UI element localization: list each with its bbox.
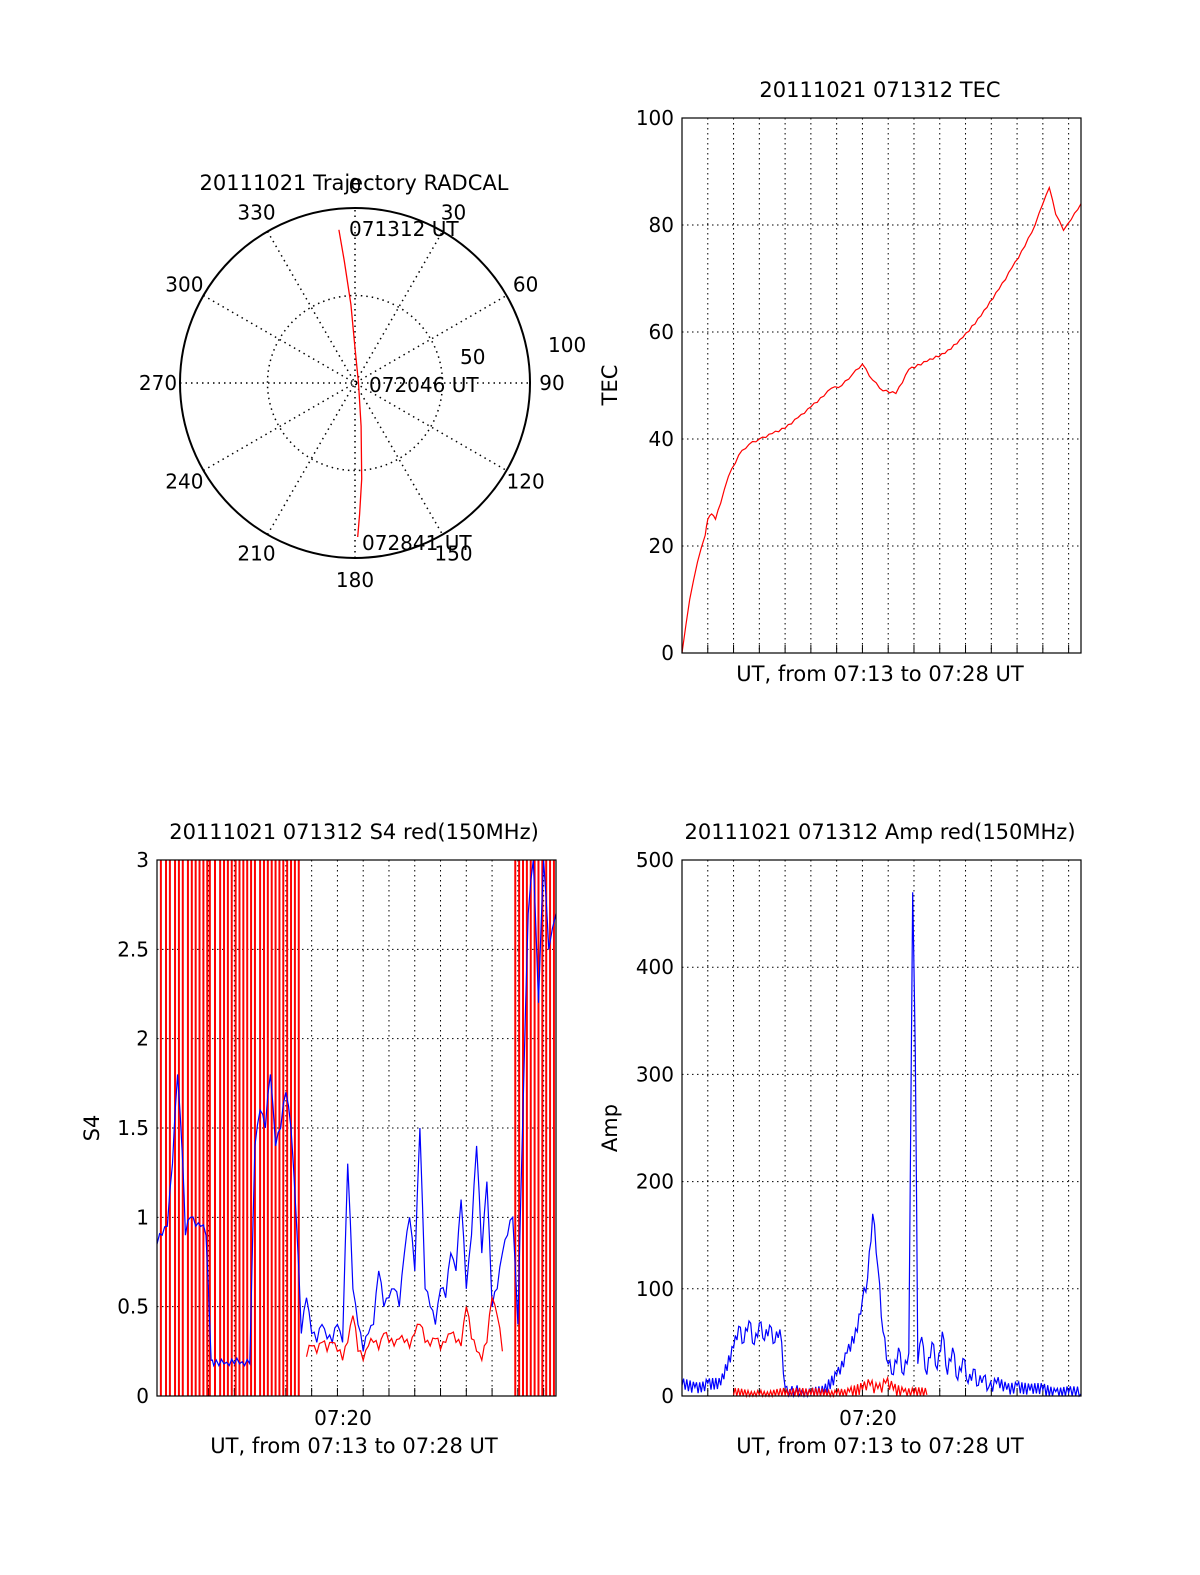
y-tick-label: 300	[636, 1062, 674, 1086]
polar-angle-label-60: 60	[513, 273, 538, 297]
s4-y-axis-label: S4	[80, 1115, 104, 1142]
polar-angle-labels: 0 30 60 90 120 150 180 210 240 270 300 330	[139, 174, 565, 592]
amp-y-ticks: 0 100 200 300 400 500	[636, 848, 674, 1408]
polar-outer-circle	[179, 207, 531, 559]
polar-angle-label-120: 120	[507, 470, 545, 494]
y-tick-label: 500	[636, 848, 674, 872]
y-tick-label: 100	[636, 106, 674, 130]
tec-plot-frame	[681, 117, 1082, 654]
amp-plot-frame	[681, 859, 1082, 1397]
tec-y-ticks: 0 20 40 60 80 100	[636, 106, 674, 665]
y-tick-label: 40	[649, 427, 674, 451]
y-tick-label: 400	[636, 955, 674, 979]
annotation-end-time: 072841 UT	[362, 531, 472, 555]
series-line-1	[305, 1295, 503, 1363]
y-tick-label: 60	[649, 320, 674, 344]
y-tick-label: 20	[649, 534, 674, 558]
series-line-0	[681, 185, 1082, 654]
polar-trajectory-chart: 20111021 Trajectory RADCAL 0 30 60 90 120 150…	[139, 171, 586, 592]
y-tick-label: 2	[136, 1027, 149, 1051]
amp-title: 20111021 071312 Amp red(150MHz)	[684, 820, 1075, 844]
series-line-0	[681, 892, 1082, 1399]
amp-series	[681, 892, 1082, 1399]
s4-x-tick-label: 07:20	[314, 1406, 372, 1430]
polar-angle-label-0: 0	[349, 174, 362, 198]
s4-plot-frame	[156, 859, 557, 1397]
polar-angle-label-300: 300	[165, 273, 203, 297]
polar-spoke-30	[266, 231, 444, 535]
y-tick-label: 200	[636, 1170, 674, 1194]
annotation-start-time: 071312 UT	[349, 217, 459, 241]
tec-y-axis-label: TEC	[598, 365, 622, 407]
polar-angle-label-30: 30	[441, 200, 466, 224]
polar-angle-label-270: 270	[139, 371, 177, 395]
polar-grid	[180, 208, 530, 558]
polar-angle-label-150: 150	[434, 542, 472, 566]
polar-spoke-60	[203, 294, 507, 472]
tec-title: 20111021 071312 TEC	[759, 78, 1000, 102]
y-tick-label: 1	[136, 1205, 149, 1229]
s4-y-ticks: 0 0.5 1 1.5 2 2.5 3	[117, 848, 149, 1408]
y-tick-label: 0	[136, 1384, 149, 1408]
polar-spoke-150	[266, 231, 444, 535]
tec-chart: 20111021 071312 TEC 0 20 40 60 80 100 UT, fro…	[598, 78, 1082, 686]
s4-title: 20111021 071312 S4 red(150MHz)	[169, 820, 539, 844]
polar-spoke-120	[203, 294, 507, 472]
amp-x-tick-label: 07:20	[839, 1406, 897, 1430]
polar-angle-label-330: 330	[237, 200, 275, 224]
polar-title: 20111021 Trajectory RADCAL	[200, 171, 509, 195]
series-line-0	[156, 859, 557, 1368]
amp-x-axis-label: UT, from 07:13 to 07:28 UT	[736, 1434, 1024, 1458]
y-tick-label: 1.5	[117, 1116, 149, 1140]
trajectory-line	[338, 229, 363, 538]
polar-radius-label-50: 50	[460, 345, 485, 369]
tec-series	[681, 185, 1082, 654]
s4-red-spikes	[159, 860, 555, 1396]
y-tick-label: 3	[136, 848, 149, 872]
amp-chart: 20111021 071312 Amp red(150MHz) 0 100 200 3…	[598, 820, 1082, 1458]
tec-grid	[682, 118, 1081, 653]
polar-angle-label-90: 90	[539, 371, 564, 395]
y-tick-label: 0	[661, 1384, 674, 1408]
y-tick-label: 80	[649, 213, 674, 237]
y-tick-label: 100	[636, 1277, 674, 1301]
y-tick-label: 0	[661, 641, 674, 665]
s4-x-axis-label: UT, from 07:13 to 07:28 UT	[210, 1434, 498, 1458]
y-tick-label: 0.5	[117, 1295, 149, 1319]
polar-angle-label-240: 240	[165, 470, 203, 494]
polar-angle-label-180: 180	[336, 568, 374, 592]
polar-inner-circle	[266, 294, 444, 472]
polar-angle-label-210: 210	[237, 542, 275, 566]
s4-chart: 20111021 071312 S4 red(150MHz) 0 0.5 1 1.5 2…	[80, 820, 557, 1458]
polar-radius-label-100: 100	[548, 333, 586, 357]
y-tick-label: 2.5	[117, 937, 149, 961]
s4-series	[156, 859, 557, 1368]
tec-x-axis-label: UT, from 07:13 to 07:28 UT	[736, 662, 1024, 686]
annotation-mid-time: 072046 UT	[369, 373, 479, 397]
amp-y-axis-label: Amp	[598, 1104, 622, 1152]
